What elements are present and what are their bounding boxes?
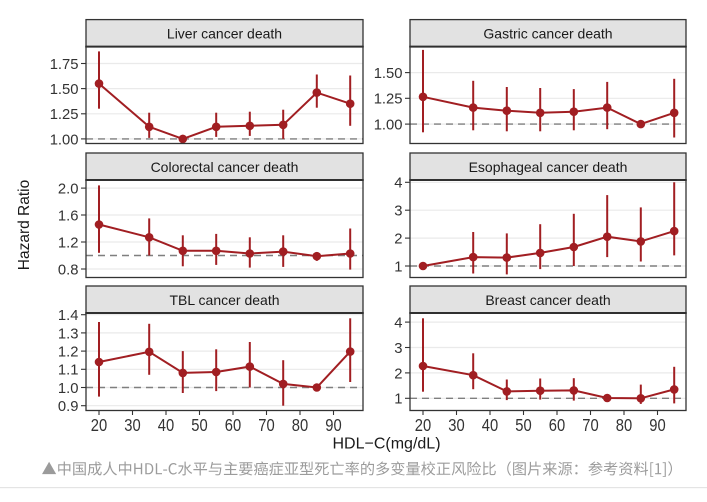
svg-text:50: 50	[515, 416, 531, 436]
svg-text:Gastric cancer death: Gastric cancer death	[483, 26, 612, 42]
svg-text:1.2: 1.2	[58, 345, 79, 361]
svg-text:80: 80	[292, 416, 308, 436]
svg-text:Colorectal cancer death: Colorectal cancer death	[151, 159, 299, 175]
svg-text:4: 4	[394, 176, 402, 192]
svg-text:1.0: 1.0	[58, 381, 79, 397]
svg-text:1.00: 1.00	[374, 118, 403, 134]
svg-text:90: 90	[325, 416, 341, 436]
svg-text:40: 40	[158, 416, 174, 436]
svg-text:2: 2	[394, 232, 402, 248]
svg-text:Hazard Ratio: Hazard Ratio	[16, 180, 33, 270]
svg-text:1.3: 1.3	[58, 326, 79, 342]
svg-text:HDL−C(mg/dL): HDL−C(mg/dL)	[332, 435, 440, 452]
svg-text:1.2: 1.2	[58, 235, 79, 251]
svg-text:60: 60	[225, 416, 241, 436]
svg-text:1.25: 1.25	[374, 92, 403, 108]
svg-text:30: 30	[448, 416, 464, 436]
svg-text:1.1: 1.1	[58, 363, 79, 379]
svg-text:TBL cancer death: TBL cancer death	[170, 292, 280, 308]
svg-text:1.75: 1.75	[50, 57, 79, 73]
svg-text:70: 70	[582, 416, 598, 436]
svg-text:70: 70	[258, 416, 274, 436]
svg-text:60: 60	[549, 416, 565, 436]
svg-text:40: 40	[482, 416, 498, 436]
svg-text:1.6: 1.6	[58, 208, 79, 224]
svg-text:0.8: 0.8	[58, 262, 79, 278]
svg-text:1.00: 1.00	[50, 132, 79, 148]
svg-text:2: 2	[394, 366, 402, 382]
svg-text:1.50: 1.50	[50, 82, 79, 98]
svg-text:2.0: 2.0	[58, 182, 79, 198]
svg-text:50: 50	[191, 416, 207, 436]
svg-text:1: 1	[394, 259, 402, 275]
svg-text:Breast cancer death: Breast cancer death	[485, 292, 610, 308]
svg-text:0.9: 0.9	[58, 399, 79, 415]
svg-text:90: 90	[649, 416, 665, 436]
svg-text:80: 80	[616, 416, 632, 436]
svg-text:3: 3	[394, 204, 402, 220]
svg-text:20: 20	[415, 416, 431, 436]
svg-text:20: 20	[91, 416, 107, 436]
svg-text:Esophageal cancer death: Esophageal cancer death	[469, 159, 628, 175]
svg-text:4: 4	[394, 316, 402, 332]
svg-text:Liver cancer death: Liver cancer death	[167, 26, 282, 42]
svg-text:1.50: 1.50	[374, 66, 403, 82]
svg-text:3: 3	[394, 341, 402, 357]
svg-text:30: 30	[124, 416, 140, 436]
svg-text:1.25: 1.25	[50, 107, 79, 123]
svg-text:1.4: 1.4	[58, 308, 79, 324]
svg-text:1: 1	[394, 392, 402, 408]
